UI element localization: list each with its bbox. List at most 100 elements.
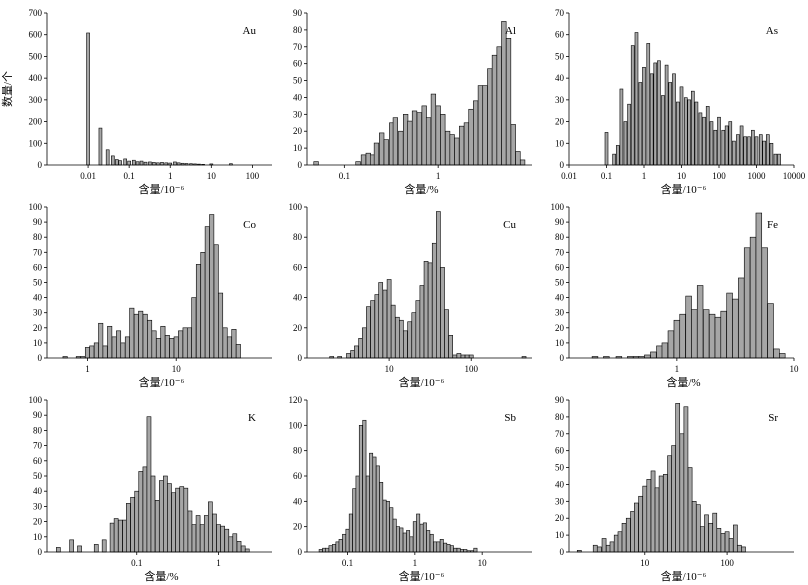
y-tick-label-Al-5: 50 xyxy=(293,76,303,86)
y-tick-label-Au-7: 700 xyxy=(29,8,43,18)
bar-Co-10 xyxy=(116,330,122,359)
bar-Cu-27 xyxy=(448,335,453,359)
y-tick-label-Co-5: 50 xyxy=(33,278,43,288)
bar-Fe-10 xyxy=(667,330,675,359)
bar-As-1 xyxy=(612,153,616,166)
bar-Cu-29 xyxy=(456,353,462,359)
bar-Sb-39 xyxy=(449,545,454,553)
y-tick-label-Au-0: 0 xyxy=(38,160,43,170)
bar-Co-23 xyxy=(173,336,179,359)
y-tick-label-Sb-6: 120 xyxy=(289,395,303,405)
bar-Sb-21 xyxy=(389,507,394,553)
x-tick-label-Au-4: 100 xyxy=(246,171,260,181)
bar-Cu-15 xyxy=(399,319,404,359)
bar-Sr-16 xyxy=(654,487,660,553)
y-tick-label-Al-4: 40 xyxy=(293,92,303,102)
bar-Cu-25 xyxy=(440,267,445,359)
bar-Co-35 xyxy=(226,336,232,359)
bar-Sr-34 xyxy=(728,538,734,553)
y-tick-label-Au-5: 500 xyxy=(29,51,43,61)
bar-Fe-15 xyxy=(696,285,704,359)
bar-Cu-31 xyxy=(464,354,470,359)
x-tick-label-Au-1: 0.1 xyxy=(124,171,135,181)
element-label-K: K xyxy=(248,412,256,424)
bar-Co-9 xyxy=(111,336,117,359)
bar-K-36 xyxy=(236,541,242,553)
y-tick-label-Co-4: 40 xyxy=(33,293,43,303)
panel-Sr: 0 10 20 30 40 50 60 70 80 90 10 100 Sr 含量/10⁻⁶ xyxy=(555,395,794,583)
y-tick-label-Cu-3: 60 xyxy=(293,262,303,272)
y-tick-label-Sr-2: 20 xyxy=(555,513,565,523)
bar-Au-7 xyxy=(127,160,131,166)
bar-Sr-6 xyxy=(613,534,619,553)
bar-Au-18 xyxy=(173,161,177,166)
y-tick-label-Fe-6: 60 xyxy=(555,262,565,272)
bar-Co-26 xyxy=(186,327,192,359)
bar-Sb-23 xyxy=(396,526,400,553)
bar-Co-20 xyxy=(160,325,166,359)
y-tick-label-Co-0: 0 xyxy=(38,353,43,363)
bar-Sb-28 xyxy=(412,521,417,553)
bar-Cu-24 xyxy=(436,211,441,359)
bar-Al-26 xyxy=(473,100,479,166)
bar-As-29 xyxy=(717,116,721,166)
y-tick-label-Cu-4: 80 xyxy=(293,232,303,242)
bar-Sr-17 xyxy=(658,475,664,553)
bar-Al-32 xyxy=(501,21,507,166)
x-tick-label-Sb-2: 10 xyxy=(478,558,488,568)
bar-As-7 xyxy=(634,32,639,166)
bar-Au-2 xyxy=(105,149,110,166)
bar-Sr-22 xyxy=(679,433,685,553)
bar-As-8 xyxy=(638,82,643,166)
bar-Cu-28 xyxy=(452,354,458,359)
bar-Fe-9 xyxy=(661,342,669,359)
x-tick-label-As-0: 0.01 xyxy=(561,171,577,181)
y-tick-label-Au-1: 100 xyxy=(29,138,43,148)
bar-Sr-11 xyxy=(634,502,639,553)
bar-Al-3 xyxy=(365,152,371,166)
y-tick-label-As-4: 40 xyxy=(555,73,565,83)
y-tick-label-As-5: 50 xyxy=(555,51,565,61)
bar-Sr-3 xyxy=(601,538,607,553)
bar-Fe-18 xyxy=(714,316,722,359)
x-tick-label-Au-2: 1 xyxy=(168,171,173,181)
y-tick-label-Sb-2: 40 xyxy=(293,496,303,506)
bar-Co-5 xyxy=(93,342,99,359)
bar-Sb-15 xyxy=(369,452,374,553)
bar-As-45 xyxy=(777,153,781,166)
y-tick-label-Au-3: 300 xyxy=(29,95,43,105)
y-tick-label-K-2: 20 xyxy=(33,517,43,527)
bar-K-23 xyxy=(183,487,189,553)
y-tick-label-As-0: 0 xyxy=(560,160,565,170)
bar-K-19 xyxy=(167,483,172,553)
bar-Al-2 xyxy=(360,154,367,166)
bar-Co-31 xyxy=(209,214,215,359)
panel-Al: 0 10 20 30 40 50 60 70 80 90 0.1 1 Al 含量/% xyxy=(293,8,532,196)
element-label-Sb: Sb xyxy=(504,412,516,424)
bar-Sb-8 xyxy=(345,528,350,553)
bar-K-32 xyxy=(220,525,225,553)
x-axis-label-Cu: 含量/10⁻⁶ xyxy=(399,375,445,389)
bar-Al-36 xyxy=(519,159,526,166)
y-tick-label-Au-2: 200 xyxy=(29,117,43,127)
element-label-Cu: Cu xyxy=(503,219,516,231)
bar-Co-21 xyxy=(164,335,170,359)
x-tick-label-Cu-1: 100 xyxy=(464,364,478,374)
y-tick-label-Sr-0: 0 xyxy=(560,547,565,557)
bar-K-37 xyxy=(240,545,246,553)
bar-Sr-9 xyxy=(625,517,631,553)
bar-As-28 xyxy=(713,129,718,166)
bar-Sb-3 xyxy=(328,545,333,553)
x-tick-label-As-2: 1 xyxy=(642,171,647,181)
bar-As-6 xyxy=(630,45,635,166)
bar-Sr-14 xyxy=(646,479,652,553)
bar-Al-24 xyxy=(463,122,470,166)
bar-Al-20 xyxy=(444,130,451,166)
bar-Al-35 xyxy=(515,151,521,166)
bar-Sr-23 xyxy=(683,406,689,553)
bar-As-11 xyxy=(649,73,654,166)
bar-Sb-40 xyxy=(453,547,458,553)
bar-As-36 xyxy=(743,136,748,166)
bar-Cu-7 xyxy=(366,306,371,359)
y-tick-label-Co-9: 90 xyxy=(33,217,43,227)
